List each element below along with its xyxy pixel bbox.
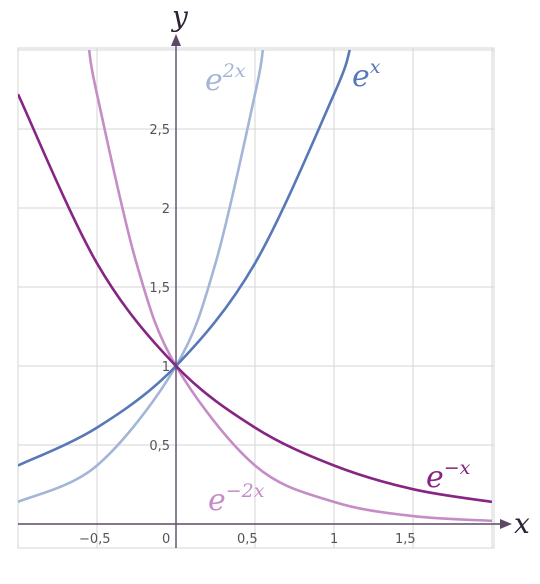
curve-label-e-neg-x: e−x <box>426 457 471 495</box>
curve-e-neg-x <box>18 93 493 504</box>
x-tick-label: 1,5 <box>395 532 416 547</box>
curve-label-e-x: ex <box>352 56 381 94</box>
y-axis-arrow-icon <box>171 34 181 46</box>
y-tick-label: 2 <box>162 202 170 217</box>
plot-frame <box>17 47 495 549</box>
y-tick-label: 1 <box>162 360 170 375</box>
curve-e-2x <box>18 49 265 504</box>
x-tick-label: 0 <box>162 532 170 547</box>
x-tick-label: −0,5 <box>79 532 111 547</box>
y-tick-label: 2,5 <box>149 123 170 138</box>
x-axis-title: x <box>514 507 530 540</box>
grid <box>17 47 495 549</box>
curves <box>18 49 493 523</box>
curve-e-x <box>18 49 352 467</box>
axes: x y <box>18 0 530 548</box>
x-tick-label: 0,5 <box>237 532 258 547</box>
curve-labels: ex e2x e−x e−2x <box>205 56 471 518</box>
tick-labels: −0,5 0 0,5 1 1,5 0,5 1 1,5 2 2,5 <box>79 123 416 547</box>
y-axis-title: y <box>170 0 189 33</box>
curve-label-e-neg-2x: e−2x <box>208 480 265 518</box>
y-tick-label: 0,5 <box>149 439 170 454</box>
x-tick-label: 1 <box>330 532 338 547</box>
y-tick-label: 1,5 <box>149 281 170 296</box>
curve-label-e-2x: e2x <box>205 60 246 98</box>
x-axis-arrow-icon <box>500 519 512 529</box>
curve-e-neg-2x <box>87 49 493 523</box>
